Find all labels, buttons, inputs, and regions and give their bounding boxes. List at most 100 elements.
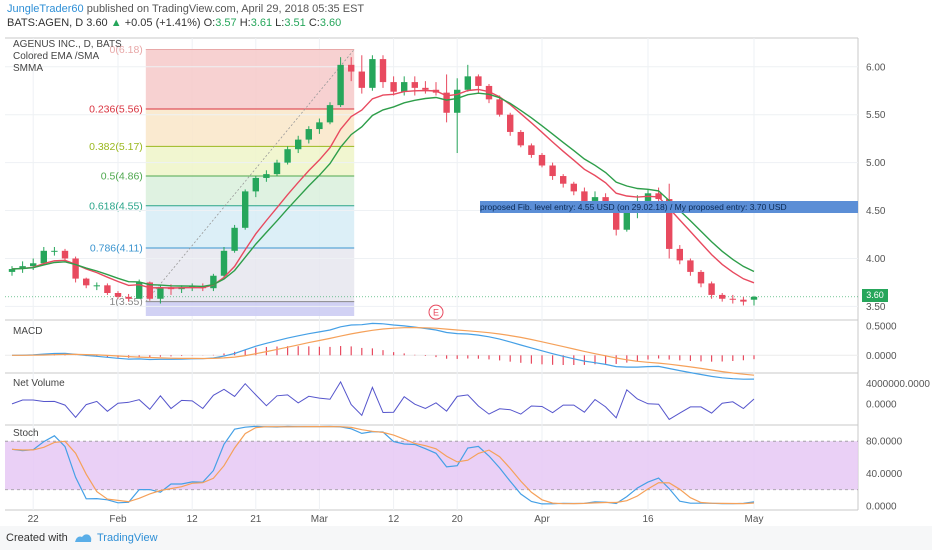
- candle-body: [666, 199, 673, 249]
- candle-body: [719, 294, 726, 299]
- candle-body: [348, 64, 355, 72]
- last-price: 3.60: [86, 17, 108, 29]
- x-tick-label: 20: [452, 514, 464, 525]
- earnings-event-icon: [428, 304, 444, 320]
- fib-level-label: 0.5(4.86): [101, 171, 143, 183]
- close-value: 3.60: [319, 17, 342, 29]
- stoch-tick-label: 0.0000: [866, 501, 897, 512]
- candle-body: [750, 296, 758, 300]
- fib-level-label: 0.618(4.55): [89, 200, 143, 212]
- stoch-d-line: [11, 426, 755, 505]
- x-tick-label: Feb: [109, 514, 127, 525]
- candle-body: [613, 208, 620, 230]
- x-tick-label: 22: [28, 514, 40, 525]
- entry-note: proposed Fib. level entry: 4.55 USD (on …: [480, 201, 858, 213]
- tradingview-link[interactable]: TradingView: [97, 532, 158, 544]
- candle-body: [422, 87, 429, 90]
- candle-body: [443, 92, 450, 113]
- macd-signal-line: [12, 326, 755, 376]
- x-tick-label: May: [745, 514, 764, 525]
- candle-body: [51, 250, 58, 252]
- candle-body: [358, 71, 365, 88]
- candle-body: [560, 176, 567, 184]
- fib-zone: [145, 247, 355, 302]
- x-tick-label: 21: [250, 514, 262, 525]
- candle-body: [30, 263, 37, 267]
- legend-symbol: AGENUS INC., D, BATS: [13, 39, 122, 50]
- price-tick-label: 3.50: [866, 302, 886, 313]
- last-price-tag: 3.60: [862, 289, 888, 302]
- netvolume-tick-label: 4000000.0000: [866, 379, 930, 390]
- candle-body: [157, 287, 164, 299]
- header-bar: JungleTrader60 published on TradingView.…: [0, 0, 932, 34]
- candle-body: [655, 193, 662, 200]
- candle-body: [475, 76, 482, 86]
- candle-body: [644, 193, 652, 201]
- candle-body: [284, 149, 291, 163]
- change-value: +0.05 (+1.41%): [124, 17, 201, 29]
- footer-bar: Created with TradingView: [0, 526, 932, 550]
- price-tick-label: 4.00: [866, 254, 886, 265]
- fib-zone: [145, 176, 355, 206]
- fib-level-label: 0.786(4.11): [90, 242, 143, 254]
- candle-body: [538, 154, 546, 166]
- candle-body: [231, 227, 238, 251]
- netvolume-line: [11, 380, 755, 421]
- candle-body: [337, 64, 344, 106]
- candle-body: [146, 282, 153, 299]
- candle-body: [114, 292, 122, 297]
- candle-body: [40, 250, 47, 264]
- price-tick-label: 6.00: [866, 62, 886, 73]
- published-text: published on TradingView.com, April 29, …: [86, 3, 365, 15]
- candle-body: [591, 197, 599, 201]
- open-value: 3.57: [215, 17, 237, 29]
- candle-body: [549, 165, 556, 177]
- author-link[interactable]: JungleTrader60: [7, 3, 84, 15]
- x-tick-label: Mar: [311, 514, 329, 525]
- fib-zone: [145, 205, 355, 248]
- netvolume-tick-label: 0.0000: [866, 399, 897, 410]
- netvolume-title: Net Volume: [13, 378, 65, 389]
- chart-canvas: 22 Feb 12 21 Mar 12 20 Apr 16 May 0(6.18) 0.236(5.5…: [5, 37, 930, 525]
- candle-body: [220, 250, 228, 276]
- x-tick-label: 12: [388, 514, 400, 525]
- price-tick-label: 4.50: [866, 206, 886, 217]
- macd-tick-label: 0.5000: [866, 321, 897, 332]
- legend-smma: SMMA: [13, 63, 43, 74]
- fib-level-label: 0(6.18): [110, 44, 143, 56]
- candle-body: [454, 89, 461, 113]
- high-value: 3.61: [250, 17, 273, 29]
- candle-body: [136, 282, 143, 299]
- candle-body: [61, 250, 69, 259]
- candle-body: [305, 129, 312, 140]
- candle-body: [464, 76, 471, 90]
- candle-body: [295, 139, 302, 150]
- candle-body: [326, 105, 334, 123]
- legend-ema-sma: Colored EMA /SMA: [13, 51, 100, 62]
- candle-body: [379, 59, 387, 83]
- candle-body: [581, 191, 588, 201]
- candle-body: [369, 59, 376, 88]
- candle-body: [125, 296, 132, 299]
- fib-level-label: 0.382(5.17): [89, 141, 143, 153]
- macd-line: [11, 322, 755, 380]
- candle-body: [708, 283, 715, 295]
- candle-body: [390, 82, 397, 92]
- created-with-text: Created with: [6, 532, 68, 544]
- symbol-line: BATS:AGEN, D 3.60 ▲ +0.05 (+1.41%) O:3.5…: [7, 17, 342, 29]
- candle-body: [623, 205, 630, 230]
- tradingview-logo-icon[interactable]: [73, 532, 93, 544]
- candle-body: [72, 258, 79, 279]
- fib-trend-line: [145, 49, 355, 302]
- low-value: 3.51: [284, 17, 306, 29]
- candle-body: [93, 285, 100, 287]
- candle-body: [528, 145, 535, 155]
- x-tick-label: Apr: [534, 514, 550, 525]
- candle-body: [729, 298, 736, 300]
- candle-body: [83, 278, 90, 286]
- candle-body: [316, 122, 323, 130]
- candle-body: [507, 114, 514, 132]
- candle-body: [401, 82, 408, 92]
- candle-body: [570, 183, 577, 192]
- candle-body: [19, 266, 26, 270]
